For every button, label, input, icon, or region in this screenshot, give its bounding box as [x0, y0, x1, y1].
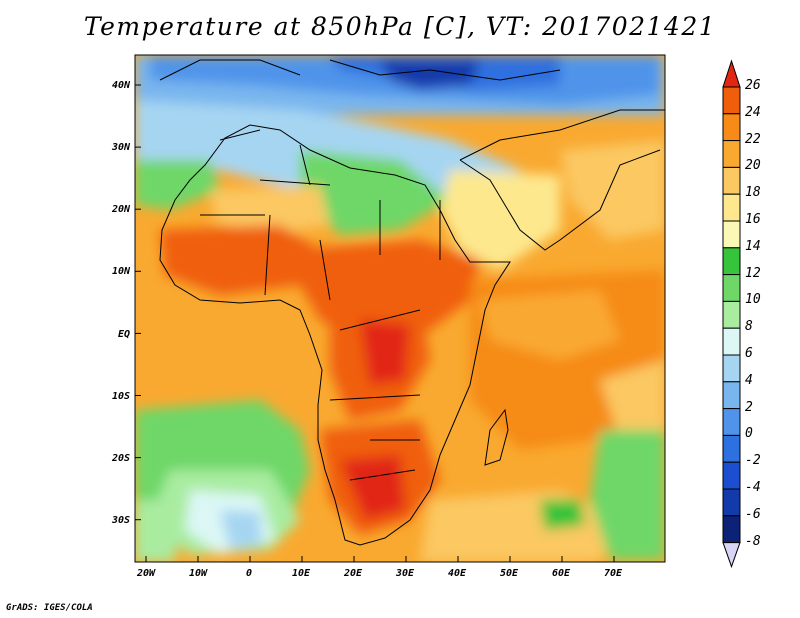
colorbar-box — [722, 381, 741, 410]
colorbar-box — [722, 220, 741, 249]
colorbar-label: 24 — [745, 104, 761, 120]
colorbar-label: -4 — [745, 480, 761, 495]
colorbar-box — [722, 488, 741, 517]
colorbar-top-arrow — [722, 59, 741, 88]
colorbar-label: -2 — [745, 453, 761, 469]
temperature-field — [135, 55, 665, 562]
colorbar-label: -8 — [745, 533, 761, 549]
chart-title: Temperature at 850hPa [C], VT: 201702142… — [83, 12, 717, 41]
colorbar-label: 8 — [745, 319, 753, 335]
colorbar-box — [722, 274, 741, 302]
axis-ticks — [135, 84, 615, 562]
colorbar-box — [722, 193, 741, 222]
lon-label: 0 — [245, 568, 253, 579]
lat-label: 30S — [111, 515, 130, 526]
colorbar-box — [722, 354, 741, 383]
lon-label: 10E — [291, 568, 311, 579]
colorbar-box — [722, 434, 741, 463]
colorbar-label: 20 — [745, 158, 761, 174]
colorbar-box — [722, 408, 741, 436]
colorbar-label: 10 — [745, 292, 761, 308]
colorbar-label: 4 — [745, 372, 753, 388]
lon-label: 70E — [603, 568, 623, 579]
lon-label: 20W — [136, 568, 156, 579]
lon-label: 40E — [447, 568, 467, 579]
colorbar-box — [722, 113, 741, 142]
lat-label: 30N — [111, 142, 130, 153]
colorbar-box — [722, 461, 741, 490]
colorbar — [722, 59, 741, 569]
colorbar-label: 14 — [745, 238, 761, 254]
colorbar-box — [722, 300, 741, 329]
colorbar-label: 6 — [745, 346, 753, 361]
map-frame — [134, 54, 666, 563]
lat-label: 20S — [111, 453, 130, 464]
lat-label: 20N — [111, 204, 130, 215]
colorbar-label: 26 — [745, 78, 761, 93]
colorbar-box — [722, 515, 741, 544]
credit-text: GrADS: IGES/COLA — [6, 603, 93, 613]
colorbar-label: 16 — [745, 212, 761, 227]
lat-label: 40N — [111, 80, 130, 91]
colorbar-box — [722, 327, 741, 356]
lat-label: EQ — [117, 329, 130, 340]
lat-label: 10S — [111, 391, 130, 402]
colorbar-box — [722, 140, 741, 168]
lat-label: 10N — [111, 266, 130, 277]
lon-label: 20E — [343, 568, 363, 579]
colorbar-label: 0 — [745, 426, 753, 442]
colorbar-label: 12 — [745, 265, 761, 281]
colorbar-label: 2 — [745, 399, 753, 415]
coastlines — [159, 59, 665, 546]
colorbar-label: 18 — [745, 185, 761, 201]
colorbar-box — [722, 166, 741, 195]
colorbar-bottom-arrow — [722, 542, 741, 569]
lon-label: 50E — [499, 568, 519, 579]
lon-label: 10W — [188, 568, 208, 579]
colorbar-label: -6 — [745, 506, 761, 522]
lon-label: 60E — [551, 568, 571, 579]
colorbar-box — [722, 247, 741, 276]
colorbar-box — [722, 86, 741, 115]
lon-label: 30E — [395, 568, 415, 579]
colorbar-label: 22 — [745, 131, 761, 147]
